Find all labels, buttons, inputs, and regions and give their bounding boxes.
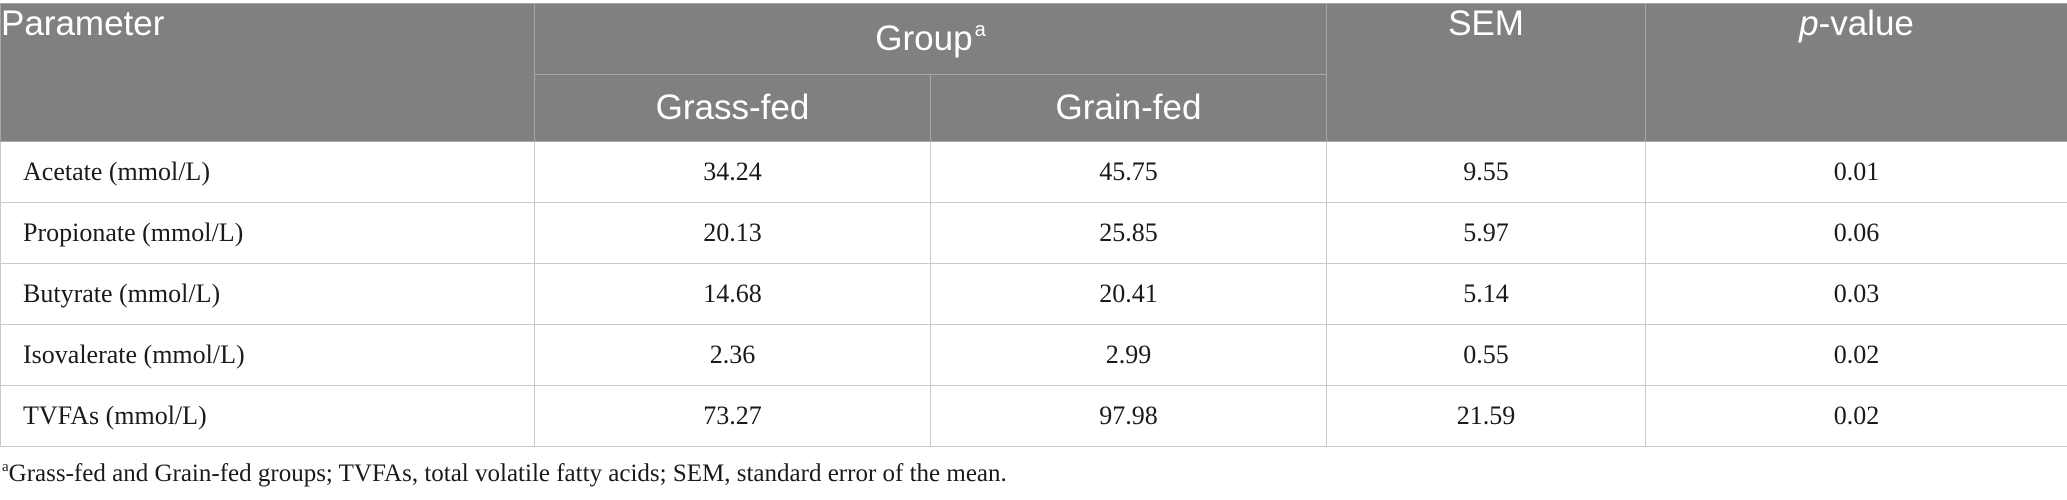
cell-p-value: 0.06 — [1645, 202, 2067, 264]
cell-grain-fed: 25.85 — [930, 202, 1327, 264]
cell-grass-fed: 20.13 — [534, 202, 931, 264]
cell-grass-fed: 2.36 — [534, 324, 931, 386]
data-table: Parameter Group a SEM p-value Grass-fed G… — [0, 3, 2067, 447]
footnote-text: Grass-fed and Grain-fed groups; TVFAs, t… — [8, 460, 1007, 487]
cell-parameter: Acetate (mmol/L) — [0, 141, 535, 203]
table-row: Isovalerate (mmol/L) 2.36 2.99 0.55 0.02 — [0, 324, 2067, 386]
header-grass-fed-label: Grass-fed — [655, 88, 810, 127]
cell-p-value: 0.01 — [1645, 141, 2067, 203]
header-sem-label: SEM — [1448, 4, 1524, 43]
cell-grain-fed: 45.75 — [930, 141, 1327, 203]
footnote-mark: a — [2, 459, 9, 475]
header-parameter: Parameter — [0, 3, 535, 142]
cell-grass-fed: 14.68 — [534, 263, 931, 325]
cell-grass-fed: 73.27 — [534, 385, 931, 447]
cell-parameter: Propionate (mmol/L) — [0, 202, 535, 264]
header-row-1: Parameter Group a SEM p-value — [0, 3, 2067, 142]
header-grain-fed: Grain-fed — [930, 74, 1327, 142]
cell-parameter: Butyrate (mmol/L) — [0, 263, 535, 325]
cell-sem: 9.55 — [1326, 141, 1646, 203]
header-group-label: Group — [875, 19, 973, 58]
header-sem: SEM — [1326, 3, 1646, 142]
cell-parameter: Isovalerate (mmol/L) — [0, 324, 535, 386]
header-group: Group a — [534, 3, 1327, 75]
cell-p-value: 0.02 — [1645, 385, 2067, 447]
table-row: Propionate (mmol/L) 20.13 25.85 5.97 0.0… — [0, 202, 2067, 264]
header-p-value: p-value — [1645, 3, 2067, 142]
cell-grass-fed: 34.24 — [534, 141, 931, 203]
header-grain-fed-label: Grain-fed — [1055, 88, 1202, 127]
table-body: Acetate (mmol/L) 34.24 45.75 9.55 0.01 P… — [0, 141, 2067, 447]
header-p-italic: p — [1799, 4, 1819, 43]
cell-sem: 5.14 — [1326, 263, 1646, 325]
table-header: Parameter Group a SEM p-value Grass-fed G… — [0, 3, 2067, 142]
header-group-footnote-mark: a — [974, 19, 986, 41]
cell-parameter: TVFAs (mmol/L) — [0, 385, 535, 447]
cell-p-value: 0.03 — [1645, 263, 2067, 325]
cell-sem: 21.59 — [1326, 385, 1646, 447]
cell-p-value: 0.02 — [1645, 324, 2067, 386]
cell-grain-fed: 20.41 — [930, 263, 1327, 325]
table-row: TVFAs (mmol/L) 73.27 97.98 21.59 0.02 — [0, 385, 2067, 447]
cell-grain-fed: 97.98 — [930, 385, 1327, 447]
table-row: Acetate (mmol/L) 34.24 45.75 9.55 0.01 — [0, 141, 2067, 203]
header-parameter-label: Parameter — [1, 4, 165, 43]
cell-sem: 5.97 — [1326, 202, 1646, 264]
table-footnote: aGrass-fed and Grain-fed groups; TVFAs, … — [2, 459, 1007, 488]
table-row: Butyrate (mmol/L) 14.68 20.41 5.14 0.03 — [0, 263, 2067, 325]
header-row-2: Grass-fed Grain-fed — [1, 74, 2067, 142]
header-grass-fed: Grass-fed — [534, 74, 931, 142]
cell-sem: 0.55 — [1326, 324, 1646, 386]
cell-grain-fed: 2.99 — [930, 324, 1327, 386]
header-p-rest: -value — [1818, 4, 1914, 43]
